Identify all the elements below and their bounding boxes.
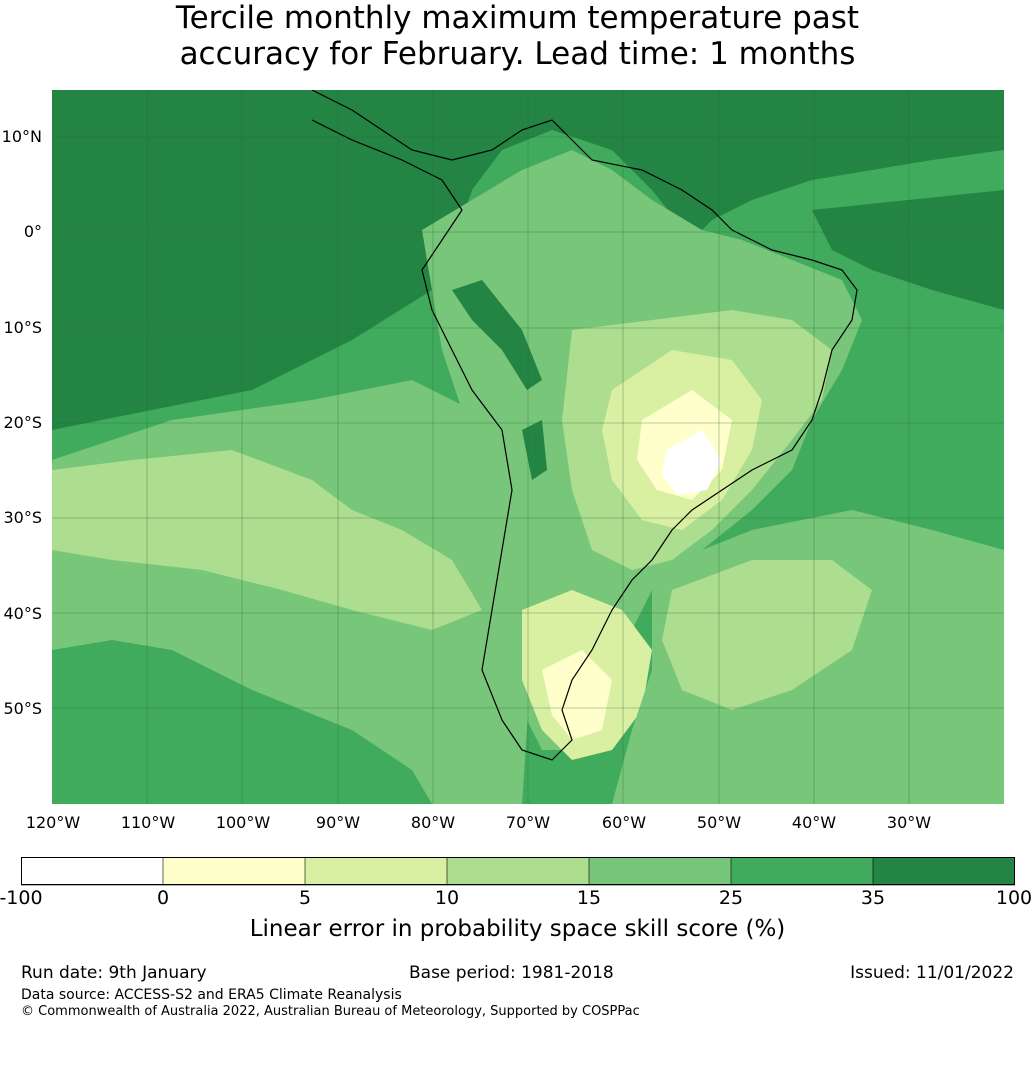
base-period: Base period: 1981-2018 [409,963,614,983]
skill-score-map [52,90,1004,804]
near-zero-skill-zone-patagonia [542,650,612,740]
lon-label-110w: 110°W [120,813,176,832]
lat-label-10s: 10°S [3,318,42,337]
lon-label-40w: 40°W [791,813,837,832]
lon-label-120w: 120°W [25,813,81,832]
colorbar-tick-10: 10 [434,887,460,909]
issued-date: Issued: 11/01/2022 [850,963,1014,983]
colorbar-tick-15: 15 [576,887,602,909]
colorbar-segment-4 [588,857,732,886]
title-line-1: Tercile monthly maximum temperature past [175,0,860,36]
lat-label-50s: 50°S [3,699,42,718]
lat-label-0: 0° [23,222,42,241]
colorbar-tick-0: 0 [156,887,170,909]
lon-label-80w: 80°W [410,813,456,832]
negative-skill-zone [662,430,722,495]
lat-label-20s: 20°S [3,413,42,432]
coastline [311,90,858,761]
lon-label-60w: 60°W [601,813,647,832]
high-skill-zone-east [812,190,1004,310]
data-source: Data source: ACCESS-S2 and ERA5 Climate … [21,987,402,1003]
graticule [52,90,1004,804]
colorbar-tick-100: 100 [995,887,1033,909]
low-skill-zone-atlantic [662,560,872,710]
run-date: Run date: 9th January [21,963,207,983]
lat-label-10n: 10°N [1,127,42,146]
lon-label-30w: 30°W [886,813,932,832]
colorbar-tick-minus100: -100 [0,887,43,909]
colorbar [21,857,1015,886]
colorbar-segment-5 [730,857,874,886]
lon-label-90w: 90°W [315,813,361,832]
lon-label-100w: 100°W [215,813,271,832]
colorbar-segment-1 [162,857,306,886]
title-line-2: accuracy for February. Lead time: 1 mont… [179,36,856,72]
lon-label-50w: 50°W [696,813,742,832]
andes-high-skill-south [522,420,547,480]
copyright: © Commonwealth of Australia 2022, Austra… [21,1004,640,1019]
colorbar-tick-5: 5 [298,887,312,909]
colorbar-tick-35: 35 [860,887,886,909]
colorbar-segment-0 [21,857,164,886]
lat-label-40s: 40°S [3,604,42,623]
andes-high-skill [452,280,542,390]
colorbar-segment-3 [446,857,590,886]
lon-label-70w: 70°W [505,813,551,832]
colorbar-label: Linear error in probability space skill … [249,916,786,942]
high-skill-zone-north [52,90,1004,430]
low-skill-band-pacific [52,450,482,630]
colorbar-tick-25: 25 [718,887,744,909]
map-title: Tercile monthly maximum temperature past… [0,0,1035,72]
lat-label-30s: 30°S [3,508,42,527]
colorbar-segment-2 [304,857,448,886]
moderate-skill-zone-southwest [52,640,432,804]
colorbar-segment-6 [872,857,1015,886]
